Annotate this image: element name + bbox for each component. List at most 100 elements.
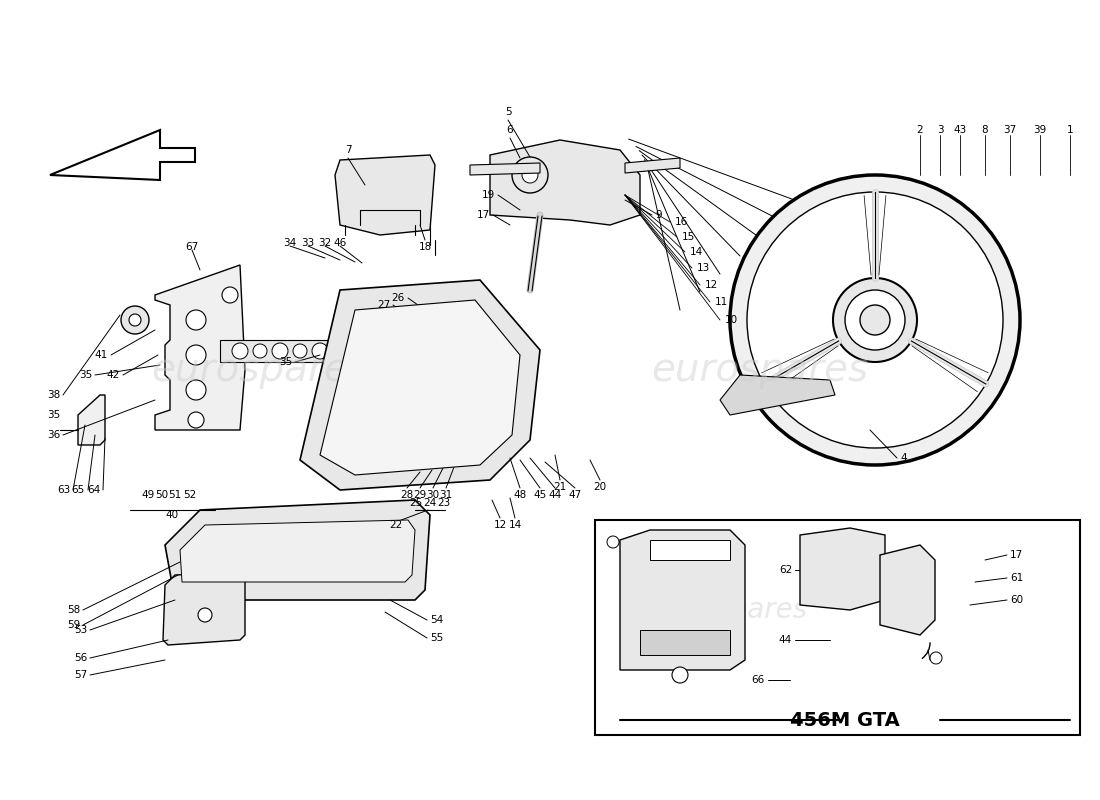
- Text: 37: 37: [1003, 125, 1016, 135]
- Text: 51: 51: [168, 490, 182, 500]
- Polygon shape: [180, 520, 415, 582]
- Circle shape: [845, 290, 905, 350]
- Circle shape: [253, 344, 267, 358]
- Polygon shape: [50, 130, 195, 180]
- Text: 52: 52: [184, 490, 197, 500]
- Circle shape: [198, 608, 212, 622]
- Text: 40: 40: [165, 510, 178, 520]
- Text: 12: 12: [494, 520, 507, 530]
- Text: 14: 14: [508, 520, 521, 530]
- Polygon shape: [155, 265, 245, 430]
- Text: 16: 16: [675, 217, 689, 227]
- Bar: [220, 340, 340, 362]
- Circle shape: [272, 343, 288, 359]
- Text: 53: 53: [74, 625, 87, 635]
- Circle shape: [672, 667, 688, 683]
- Text: 35: 35: [79, 370, 92, 380]
- Circle shape: [361, 411, 379, 429]
- Text: 54: 54: [430, 615, 443, 625]
- Text: 17: 17: [1010, 550, 1023, 560]
- Text: 67: 67: [186, 242, 199, 252]
- Text: 32: 32: [318, 238, 331, 248]
- Polygon shape: [490, 140, 640, 225]
- Text: 58: 58: [67, 605, 80, 615]
- Text: 60: 60: [1010, 595, 1023, 605]
- Text: 6: 6: [507, 125, 514, 135]
- Circle shape: [408, 381, 422, 395]
- Text: 14: 14: [690, 247, 703, 257]
- Text: 44: 44: [549, 490, 562, 500]
- Circle shape: [186, 345, 206, 365]
- Text: A: A: [609, 537, 616, 547]
- Text: 29: 29: [414, 490, 427, 500]
- Text: 13: 13: [697, 263, 711, 273]
- Circle shape: [121, 306, 148, 334]
- Text: 18: 18: [418, 242, 431, 252]
- Text: 17: 17: [476, 210, 490, 220]
- Text: 28: 28: [400, 490, 414, 500]
- Text: 57: 57: [74, 670, 87, 680]
- Text: 61: 61: [1010, 573, 1023, 583]
- Text: 27: 27: [376, 300, 390, 310]
- Text: 11: 11: [715, 297, 728, 307]
- Circle shape: [293, 344, 307, 358]
- Circle shape: [452, 367, 468, 383]
- Text: 65: 65: [72, 485, 85, 495]
- Text: 23: 23: [438, 498, 451, 508]
- Text: 30: 30: [427, 490, 440, 500]
- Text: eurospares: eurospares: [152, 351, 368, 389]
- Text: 55: 55: [430, 633, 443, 643]
- Text: 47: 47: [569, 490, 582, 500]
- Text: 1: 1: [1067, 125, 1074, 135]
- Circle shape: [930, 652, 942, 664]
- Polygon shape: [165, 500, 430, 600]
- Polygon shape: [880, 545, 935, 635]
- Text: 34: 34: [284, 238, 297, 248]
- Text: 7: 7: [344, 145, 351, 155]
- Text: 15: 15: [682, 232, 695, 242]
- Text: 45: 45: [534, 490, 547, 500]
- Text: 66: 66: [751, 675, 764, 685]
- Circle shape: [232, 343, 248, 359]
- Text: 49: 49: [142, 490, 155, 500]
- Circle shape: [222, 287, 238, 303]
- Text: 36: 36: [46, 430, 60, 440]
- Polygon shape: [78, 395, 104, 445]
- Circle shape: [378, 398, 392, 412]
- Circle shape: [392, 387, 408, 403]
- Text: 33: 33: [301, 238, 315, 248]
- Polygon shape: [470, 163, 540, 175]
- Text: eurospares: eurospares: [652, 596, 807, 624]
- Text: A: A: [933, 653, 939, 663]
- Text: 8: 8: [981, 125, 988, 135]
- Text: 12: 12: [705, 280, 718, 290]
- Text: 41: 41: [95, 350, 108, 360]
- Text: 35: 35: [278, 357, 292, 367]
- Circle shape: [747, 192, 1003, 448]
- Text: eurospares: eurospares: [651, 351, 869, 389]
- Text: 25: 25: [409, 498, 422, 508]
- Text: 21: 21: [553, 482, 566, 492]
- Circle shape: [860, 305, 890, 335]
- Circle shape: [186, 380, 206, 400]
- Circle shape: [188, 412, 204, 428]
- Text: 26: 26: [392, 293, 405, 303]
- Circle shape: [730, 175, 1020, 465]
- Text: 56: 56: [74, 653, 87, 663]
- Circle shape: [512, 157, 548, 193]
- Bar: [595, 520, 1080, 735]
- Text: 20: 20: [593, 482, 606, 492]
- Text: 5: 5: [505, 107, 512, 117]
- Text: 35: 35: [46, 410, 60, 420]
- Polygon shape: [625, 158, 680, 173]
- Bar: [640, 630, 730, 655]
- Circle shape: [312, 343, 328, 359]
- Text: 24: 24: [424, 498, 437, 508]
- Text: 19: 19: [482, 190, 495, 200]
- Polygon shape: [300, 280, 540, 490]
- Text: 63: 63: [57, 485, 70, 495]
- Text: 456M GTA: 456M GTA: [790, 710, 900, 730]
- Text: 4: 4: [900, 453, 906, 463]
- Polygon shape: [800, 528, 886, 610]
- Polygon shape: [336, 155, 434, 235]
